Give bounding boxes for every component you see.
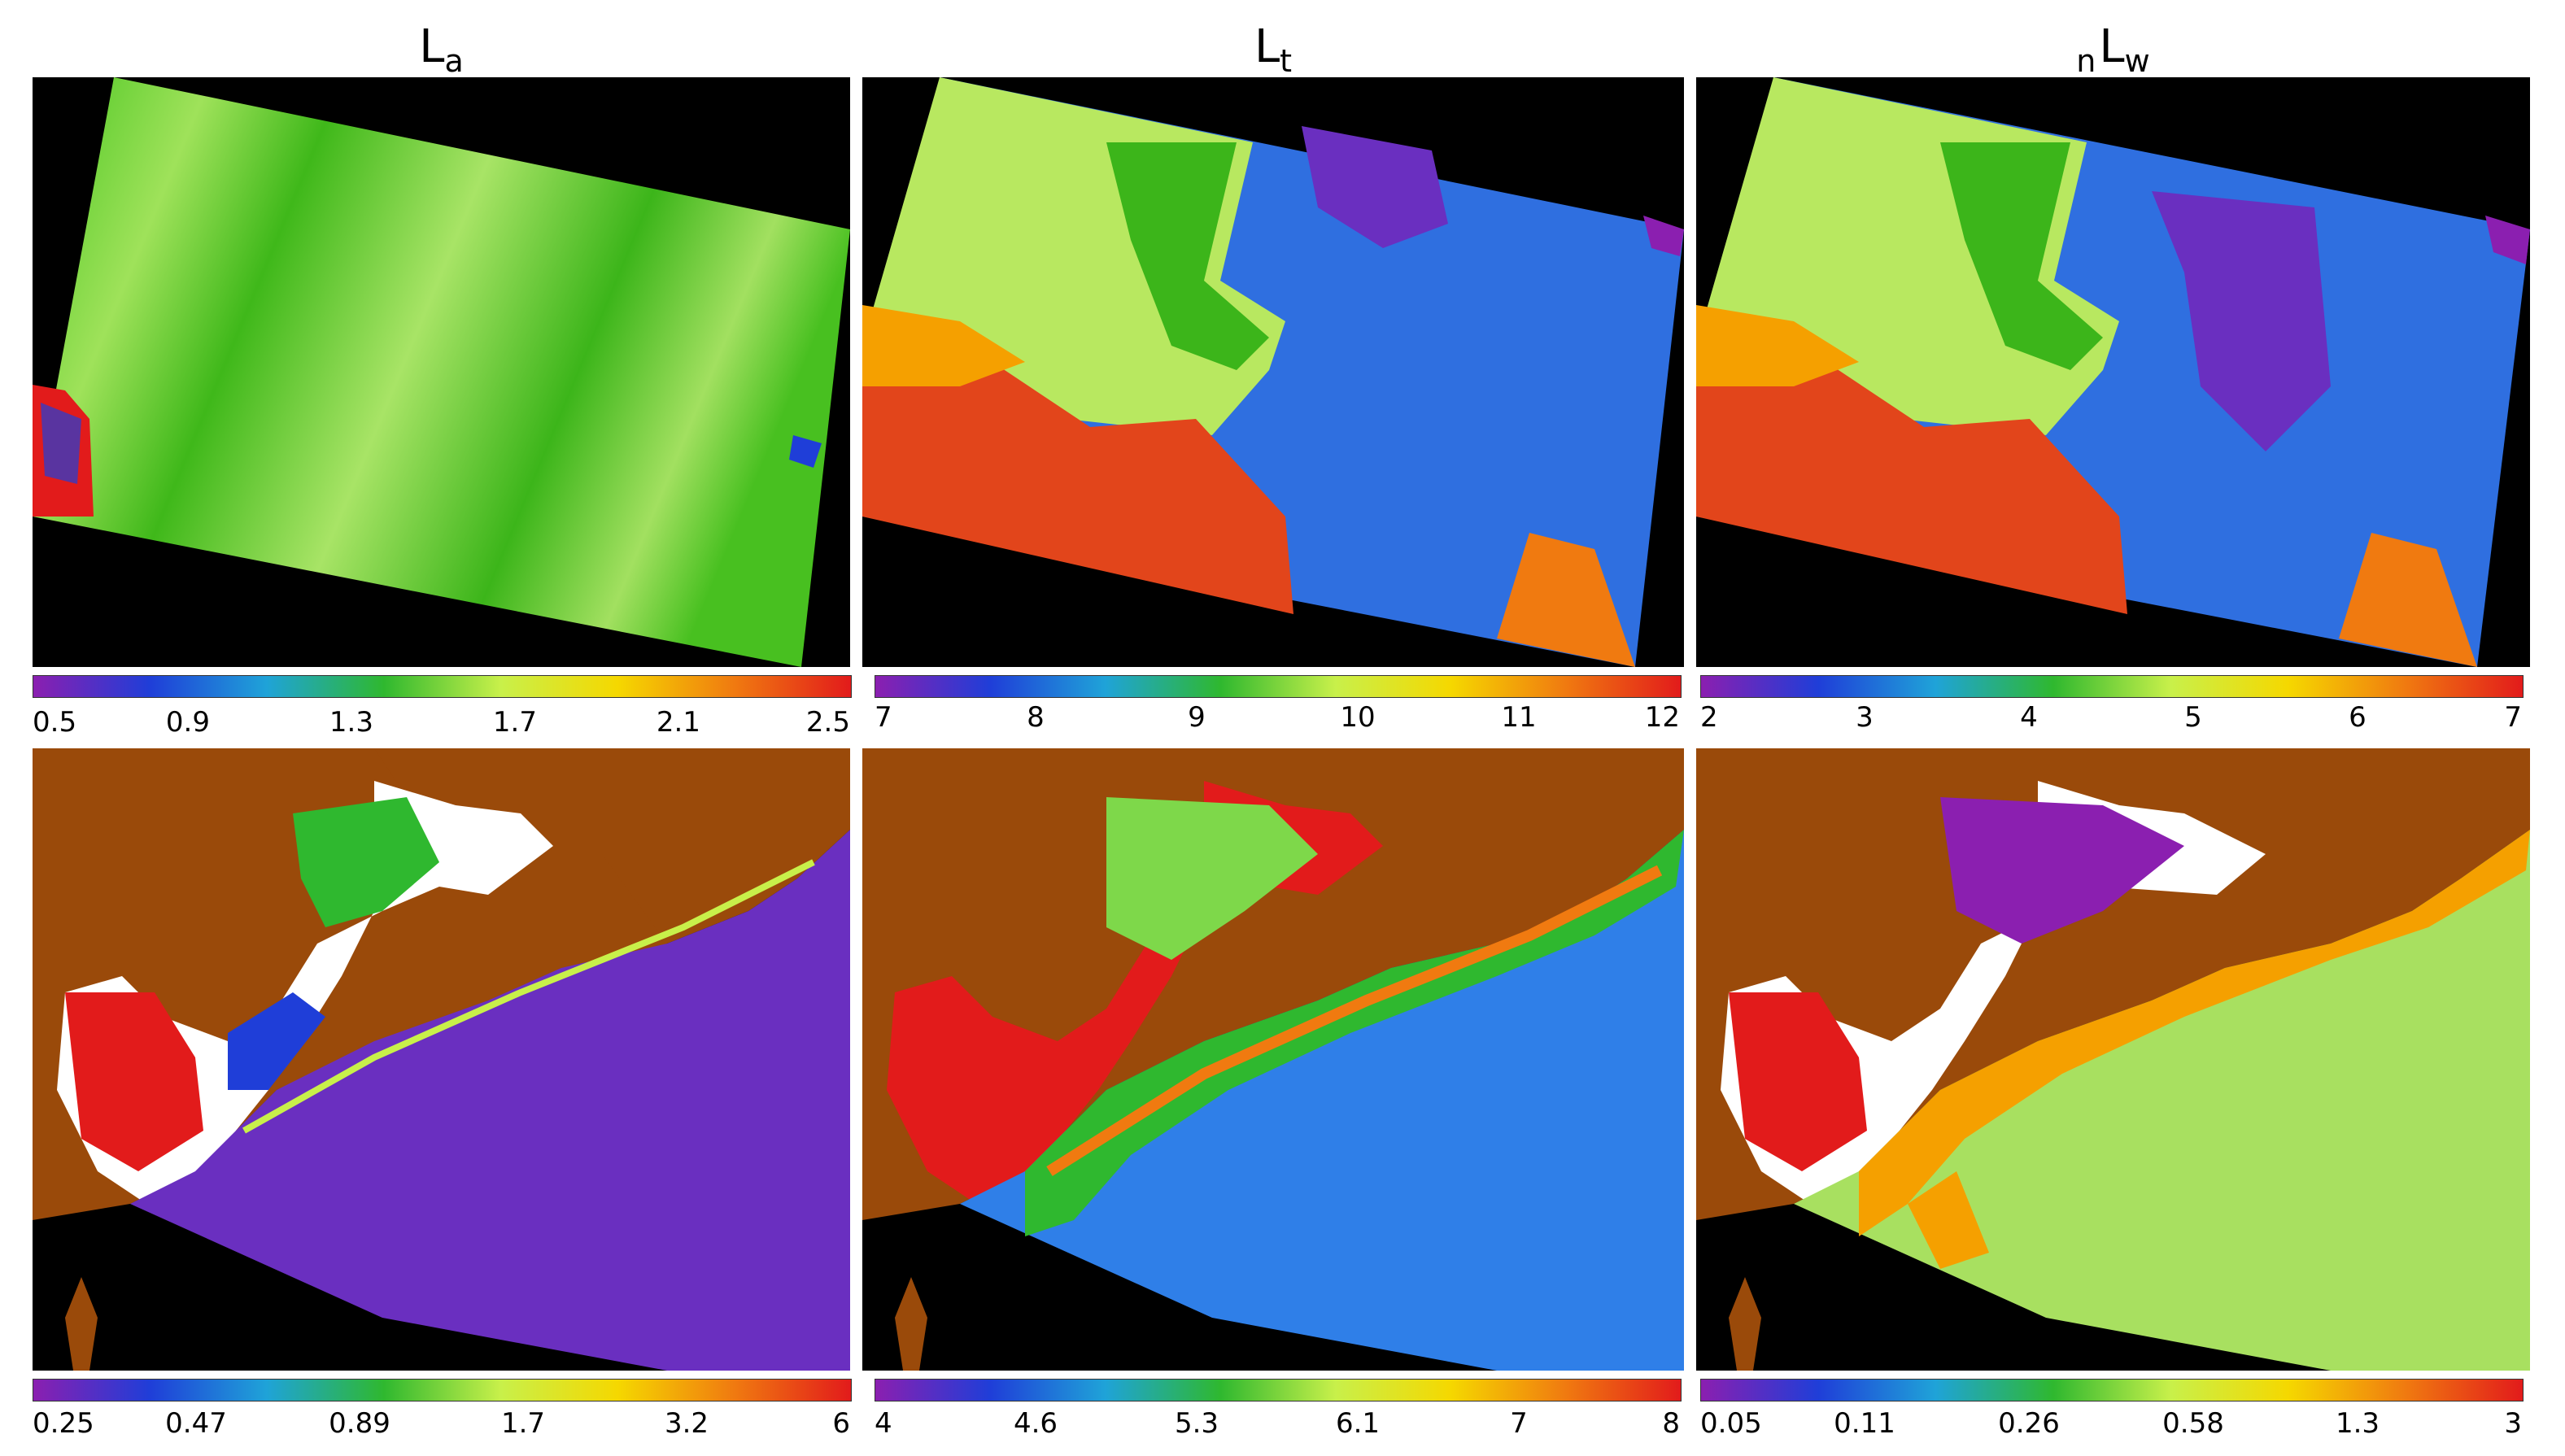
ticks-la-top: 0.5 0.9 1.3 1.7 2.1 2.5 bbox=[33, 706, 850, 739]
colorbar-lt-bottom bbox=[875, 1379, 1682, 1402]
title-nlw: nLw bbox=[2076, 20, 2150, 80]
panel-lt-top bbox=[862, 77, 1684, 667]
colorbar-la-bottom bbox=[33, 1379, 852, 1402]
ticks-lt-top: 7 8 9 10 11 12 bbox=[875, 701, 1680, 734]
nlw-top-image bbox=[1696, 77, 2530, 667]
nlw-bottom-image bbox=[1696, 781, 2530, 1371]
colorbar-lt-top bbox=[875, 675, 1682, 698]
la-bottom-image bbox=[33, 748, 850, 1371]
la-top-image bbox=[33, 77, 850, 667]
ticks-la-bottom: 0.25 0.47 0.89 1.7 3.2 6 bbox=[33, 1407, 850, 1440]
colorbar-nlw-bottom bbox=[1700, 1379, 2524, 1402]
colorbar-nlw-top bbox=[1700, 675, 2524, 698]
ticks-lt-bottom: 4 4.6 5.3 6.1 7 8 bbox=[875, 1407, 1680, 1440]
panel-la-top bbox=[33, 77, 850, 667]
colorbar-la-top bbox=[33, 675, 852, 698]
lt-top-image bbox=[862, 77, 1684, 667]
panel-nlw-top bbox=[1696, 77, 2530, 667]
panel-nlw-bottom bbox=[1696, 748, 2530, 1371]
title-lt: Lt bbox=[1254, 20, 1293, 80]
panel-lt-bottom bbox=[862, 748, 1684, 1371]
ticks-nlw-bottom: 0.05 0.11 0.26 0.58 1.3 3 bbox=[1700, 1407, 2522, 1440]
title-la: La bbox=[419, 20, 464, 80]
panel-la-bottom bbox=[33, 748, 850, 1371]
ticks-nlw-top: 2 3 4 5 6 7 bbox=[1700, 701, 2522, 734]
lt-bottom-image bbox=[862, 781, 1684, 1371]
